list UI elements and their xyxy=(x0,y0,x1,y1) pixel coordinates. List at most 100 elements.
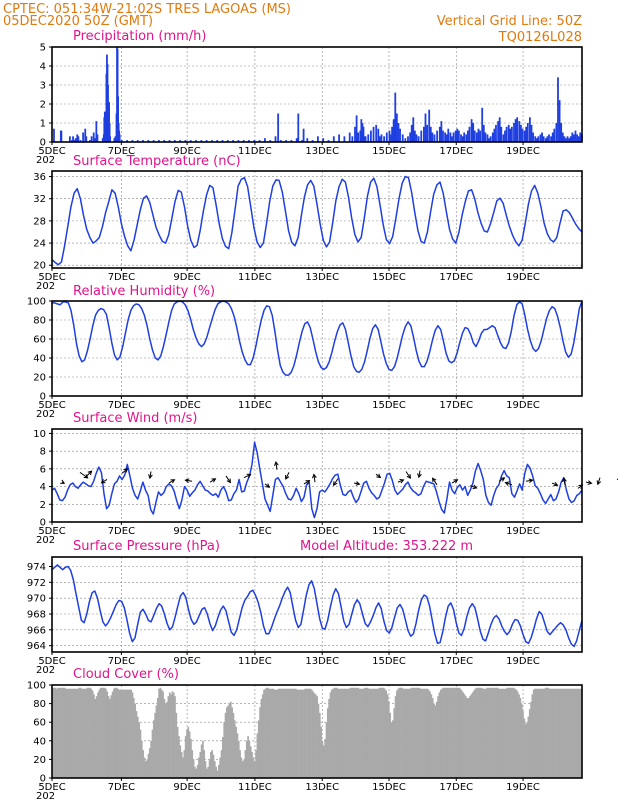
precip-bar xyxy=(569,136,572,142)
cloud-bar xyxy=(183,750,186,778)
cloud-bar xyxy=(280,688,283,778)
cloud-bar xyxy=(510,687,512,778)
panel-3: Surface Wind (m/s) 0 2 4 6 8 10 5DEC 7DEC 9DEC 11D… xyxy=(33,411,618,546)
precip-bar xyxy=(392,119,395,142)
x-tick-label: 9DEC xyxy=(173,526,200,537)
x-tick-label: 11DEC xyxy=(238,146,272,157)
cloud-bar xyxy=(281,688,284,778)
cloud-bar xyxy=(407,688,410,778)
precip-bar xyxy=(544,138,547,142)
precip-bar xyxy=(95,121,98,142)
precip-bar xyxy=(285,140,287,142)
cloud-bar xyxy=(435,701,438,778)
cloud-bar xyxy=(572,688,575,778)
cloud-bar xyxy=(296,689,299,778)
precip-bar xyxy=(108,123,111,142)
cloud-bar xyxy=(401,687,403,778)
precip-bar xyxy=(518,121,521,142)
x-tick-label: 13DEC xyxy=(305,272,339,283)
precip-bar xyxy=(417,136,420,142)
y-tick-label: 0 xyxy=(40,518,46,529)
cloud-bar xyxy=(311,689,313,778)
cloud-bar xyxy=(53,687,55,778)
cloud-bar xyxy=(176,726,179,778)
wind-arrow xyxy=(333,478,339,486)
cloud-bar xyxy=(216,770,219,778)
precip-bar xyxy=(53,128,55,142)
header-location: CPTEC: 051:34W-21:02S TRES LAGOAS (MS) xyxy=(3,2,291,17)
x-tick-label: 15DEC xyxy=(372,272,406,283)
wind-arrow-head xyxy=(355,481,361,486)
precip-bar xyxy=(574,130,577,142)
precip-bar xyxy=(195,140,197,142)
wind-arrow-head xyxy=(312,473,317,479)
cloud-bar xyxy=(404,688,406,778)
precip-bar xyxy=(116,48,119,142)
precip-bar xyxy=(415,134,418,142)
cloud-bar xyxy=(413,687,415,778)
cloud-bar xyxy=(364,687,366,778)
precip-bar xyxy=(72,136,74,142)
cloud-bar xyxy=(82,688,85,778)
cloud-bar xyxy=(564,688,567,778)
precip-bar xyxy=(460,134,462,142)
cloud-bar xyxy=(439,689,442,778)
precip-bar xyxy=(93,138,96,142)
cloud-bar xyxy=(125,689,127,778)
cloud-bar xyxy=(292,688,295,778)
wind-arrow xyxy=(168,479,175,484)
wind-arrow xyxy=(285,472,290,480)
x-tick-label: 13DEC xyxy=(305,400,339,411)
cloud-bar xyxy=(446,687,449,778)
cloud-bar xyxy=(398,687,401,778)
cloud-bar xyxy=(245,740,248,778)
precip-bar xyxy=(394,92,397,142)
precip-bar xyxy=(383,136,386,142)
precip-bar xyxy=(532,132,534,142)
cloud-bar xyxy=(55,688,58,778)
x-year-stub: 202 xyxy=(36,409,55,420)
y-tick-label: 32 xyxy=(33,194,46,205)
panel-5: Cloud Cover (%) 0 20 40 60 80 100 5DEC 7DEC 9DEC 1… xyxy=(27,667,583,800)
cloud-bar xyxy=(312,691,314,778)
cloud-bar xyxy=(385,690,388,778)
wind-arrow xyxy=(243,473,251,479)
precip-bar xyxy=(327,140,330,142)
cloud-bar xyxy=(348,688,350,778)
cloud-bar xyxy=(94,698,97,778)
precip-bar xyxy=(348,132,351,142)
cloud-bar xyxy=(466,698,469,778)
precip-bar xyxy=(436,130,439,142)
cloud-bar xyxy=(393,708,396,778)
cloud-bar xyxy=(469,696,471,778)
cloud-bar xyxy=(90,688,93,778)
precip-bar xyxy=(147,140,150,142)
cloud-bar xyxy=(467,698,470,778)
wind-arrow-head xyxy=(587,480,593,485)
wind-arrow xyxy=(469,485,477,489)
cloud-bar xyxy=(512,687,515,778)
cloud-bar xyxy=(58,687,61,778)
cloud-bar xyxy=(522,711,524,778)
precip-bar xyxy=(322,138,325,142)
cloud-bar xyxy=(563,688,566,778)
precip-bar xyxy=(302,128,305,142)
wind-arrow-head xyxy=(562,477,567,483)
precip-bar xyxy=(551,132,554,142)
cloud-bar xyxy=(279,688,281,778)
y-tick-label: 36 xyxy=(33,172,46,183)
cloud-bar xyxy=(215,766,218,778)
cloud-bar xyxy=(507,687,510,778)
cloud-bar xyxy=(554,688,556,778)
wind-arrow xyxy=(303,480,310,485)
precip-bar xyxy=(158,140,160,142)
wind-arrow xyxy=(313,474,316,483)
precip-bar xyxy=(502,134,505,142)
x-tick-label: 19DEC xyxy=(506,782,540,793)
precip-bar xyxy=(297,113,300,142)
cloud-bar xyxy=(283,688,285,778)
wind-arrow-head xyxy=(265,483,271,488)
precip-bar xyxy=(537,136,540,142)
cloud-bar xyxy=(192,759,195,778)
